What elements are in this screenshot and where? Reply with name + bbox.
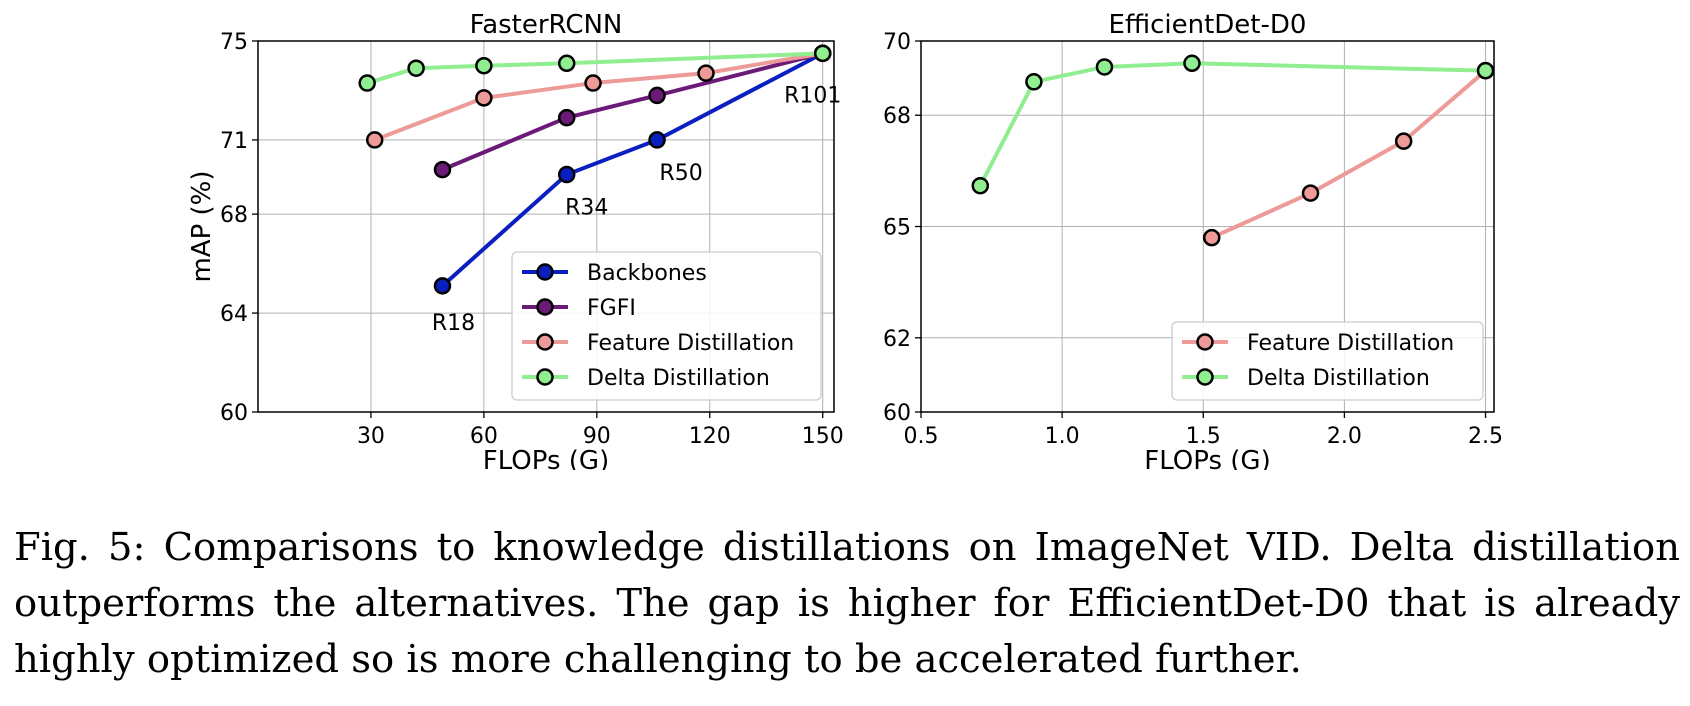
x-tick-label: 1.5 <box>1186 424 1221 449</box>
y-tick-label: 60 <box>220 401 248 426</box>
data-point <box>433 277 452 295</box>
data-point <box>584 74 602 92</box>
data-point <box>1202 228 1221 247</box>
y-tick-label: 68 <box>220 203 248 228</box>
axes-frame <box>257 40 835 413</box>
legend-label: Feature Distillation <box>1247 331 1454 356</box>
data-point <box>971 176 990 195</box>
data-point <box>1476 61 1495 80</box>
annotation-r34: R34 <box>565 196 608 221</box>
x-tick-label: 90 <box>583 424 611 449</box>
y-tick-label: 64 <box>220 302 248 327</box>
annotation-r18: R18 <box>432 311 475 336</box>
x-tick-label: 2.5 <box>1468 424 1503 449</box>
data-point <box>1183 54 1201 73</box>
legend-label: Feature Distillation <box>587 331 794 356</box>
legend-entry-delta-distillation: Delta Distillation <box>1182 366 1430 391</box>
chart-title: EfficientDet-D0 <box>1109 10 1307 40</box>
axes-frame <box>920 40 1495 413</box>
y-tick-label: 60 <box>883 401 911 426</box>
series-feature-distillation <box>1202 61 1495 247</box>
fasterrcnn-chart: 30 60 90 120 150 60 64 68 71 75 R18 R34 R50 R101 Faste… <box>187 10 844 470</box>
figure: 30 60 90 120 150 60 64 68 71 75 R18 R34 R50 R101 Faste… <box>187 10 1503 470</box>
legend-label: Delta Distillation <box>587 366 770 391</box>
x-axis-label: FLOPs (G) <box>483 446 609 470</box>
data-point <box>1025 73 1043 91</box>
data-point <box>557 54 576 73</box>
x-tick-label: 1.0 <box>1045 424 1080 449</box>
y-tick-label: 68 <box>883 104 911 129</box>
figure-caption: Fig. 5: Comparisons to knowledge distill… <box>14 525 1680 682</box>
legend-label: Delta Distillation <box>1247 366 1430 391</box>
legend-marker <box>1196 333 1214 351</box>
y-tick-label: 70 <box>883 30 911 55</box>
legend-marker <box>1196 368 1214 386</box>
series-line <box>1210 69 1487 240</box>
data-point <box>475 89 493 107</box>
legend-label: Backbones <box>587 261 707 286</box>
x-axis-label: FLOPs (G) <box>1144 446 1270 470</box>
legend-entry-feature-distillation: Feature Distillation <box>1182 331 1454 356</box>
data-point <box>557 108 576 127</box>
legend-box <box>511 251 822 401</box>
legend-marker <box>536 333 554 351</box>
data-point <box>475 56 493 75</box>
series-feature-distillation <box>365 44 832 149</box>
legend-box <box>1171 321 1484 401</box>
data-point <box>1301 184 1320 202</box>
x-tick-label: 60 <box>470 424 498 449</box>
y-axis-label: mAP (%) <box>187 170 217 282</box>
efficientdet-chart: 0.5 1.0 1.5 2.0 2.5 60 62 65 68 70 EfficientDet-D0… <box>883 10 1503 470</box>
legend-entry-feature-distillation: Feature Distillation <box>522 331 794 356</box>
legend-entry-backbones: Backbones <box>522 261 707 286</box>
series-delta-distillation <box>971 54 1495 195</box>
legend-entry-fgfi: FGFI <box>522 296 636 321</box>
data-point <box>433 160 452 179</box>
data-point <box>365 131 384 149</box>
data-point <box>407 59 425 77</box>
chart-title: FasterRCNN <box>470 10 623 40</box>
x-tick-label: 150 <box>802 424 844 449</box>
y-tick-label: 62 <box>883 327 911 352</box>
legend: Backbones FGFI Feature Distillation Delta D… <box>511 251 822 401</box>
data-point <box>1095 58 1114 76</box>
data-point <box>358 74 376 92</box>
legend-entry-delta-distillation: Delta Distillation <box>522 366 770 391</box>
legend-marker <box>536 298 554 316</box>
x-tick-label: 30 <box>357 424 385 449</box>
series-delta-distillation <box>358 44 832 92</box>
data-point <box>557 165 576 184</box>
series-line <box>441 51 824 172</box>
legend-marker <box>536 263 554 281</box>
y-tick-label: 65 <box>883 216 911 241</box>
data-point <box>1394 132 1413 150</box>
legend-label: FGFI <box>587 296 636 321</box>
legend-marker <box>536 368 554 386</box>
series-line <box>441 51 824 288</box>
y-tick-label: 71 <box>220 129 248 154</box>
annotation-r101: R101 <box>784 83 841 108</box>
x-tick-label: 0.5 <box>904 424 939 449</box>
data-point <box>813 44 832 63</box>
annotation-r50: R50 <box>659 161 702 186</box>
data-point <box>648 86 666 105</box>
x-tick-label: 2.0 <box>1327 424 1362 449</box>
x-tick-label: 120 <box>689 424 731 449</box>
data-point <box>648 131 666 149</box>
data-point <box>697 64 715 82</box>
legend: Feature Distillation Delta Distillation <box>1171 321 1484 401</box>
series-line <box>978 61 1486 187</box>
y-tick-label: 75 <box>220 30 248 55</box>
